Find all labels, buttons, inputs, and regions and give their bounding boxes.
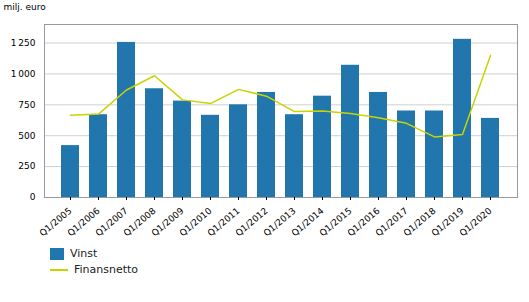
svg-text:Q1/2013: Q1/2013 <box>261 205 298 239</box>
svg-text:Q1/2019: Q1/2019 <box>429 205 466 239</box>
svg-text:Q1/2018: Q1/2018 <box>401 205 438 239</box>
svg-text:Q1/2017: Q1/2017 <box>373 205 410 239</box>
svg-text:milj. euro: milj. euro <box>4 2 47 12</box>
svg-text:Q1/2010: Q1/2010 <box>177 205 214 239</box>
svg-text:Q1/2016: Q1/2016 <box>345 205 382 239</box>
html-text:Vinst: Vinst <box>70 247 98 260</box>
html-text:Finansnetto: Finansnetto <box>74 263 139 276</box>
svg-text:750: 750 <box>18 100 35 110</box>
svg-text:Q1/2012: Q1/2012 <box>233 205 270 239</box>
svg-text:Q1/2014: Q1/2014 <box>289 205 326 239</box>
svg-text:1 000: 1 000 <box>11 69 36 79</box>
svg-text:Q1/2008: Q1/2008 <box>121 205 158 239</box>
svg-text:Q1/2015: Q1/2015 <box>317 205 354 239</box>
svg-text:1 250: 1 250 <box>11 38 36 48</box>
svg-text:Q1/2007: Q1/2007 <box>93 205 130 239</box>
svg-text:250: 250 <box>18 161 35 171</box>
svg-text:Q1/2005: Q1/2005 <box>37 205 74 239</box>
svg-text:500: 500 <box>18 131 35 141</box>
svg-text:Q1/2011: Q1/2011 <box>205 205 242 239</box>
svg-text:Q1/2006: Q1/2006 <box>65 205 102 239</box>
svg-text:0: 0 <box>30 192 36 202</box>
svg-text:Q1/2020: Q1/2020 <box>458 205 494 238</box>
svg-text:Q1/2009: Q1/2009 <box>149 205 186 239</box>
